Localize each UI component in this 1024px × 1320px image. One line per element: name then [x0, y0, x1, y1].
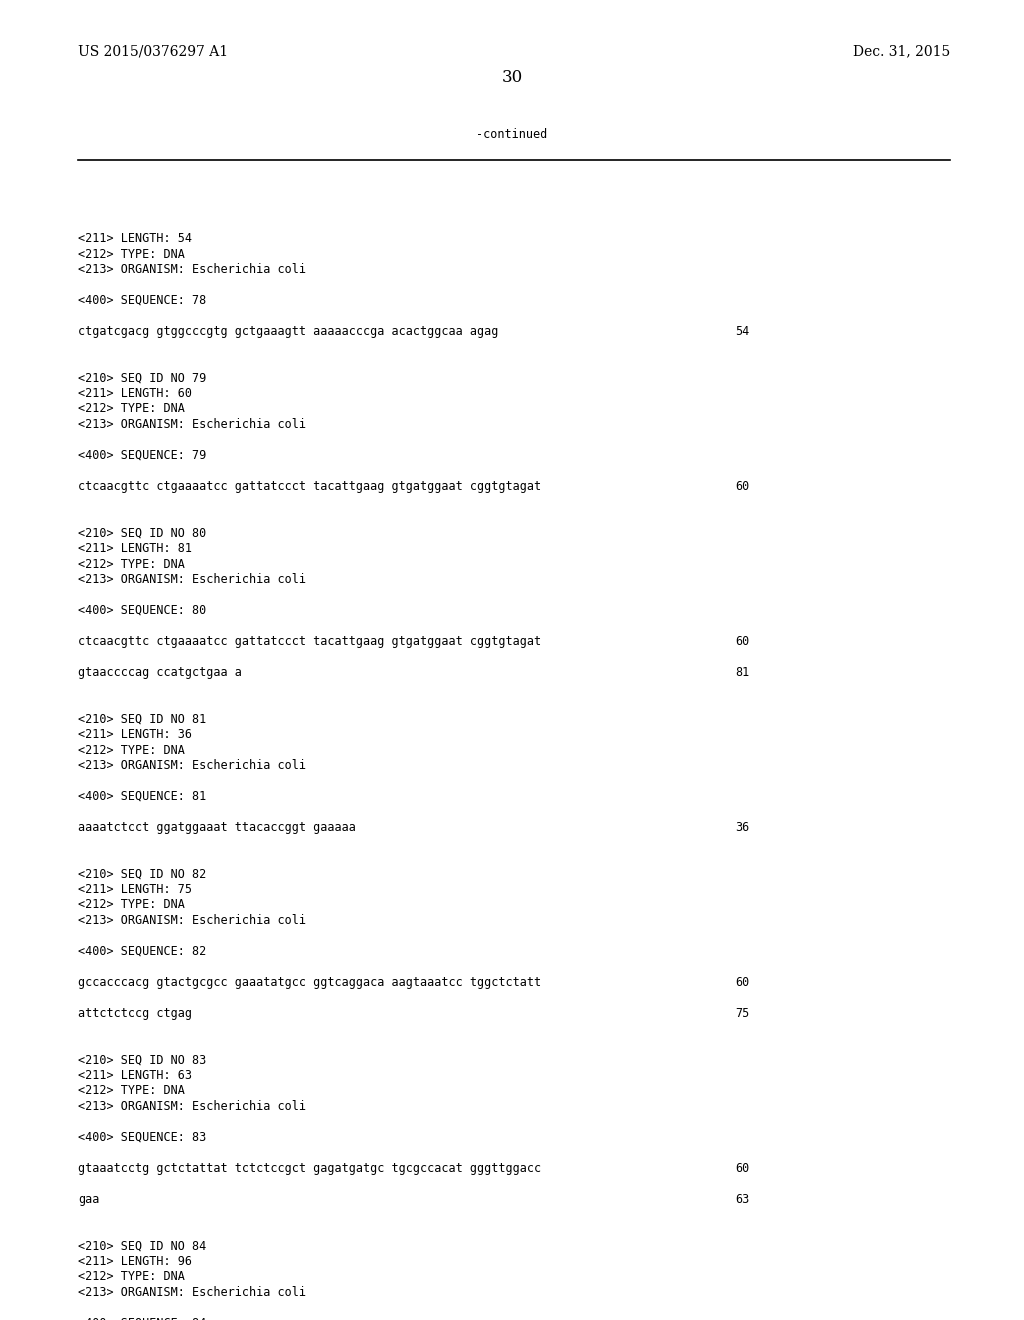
Text: <210> SEQ ID NO 82: <210> SEQ ID NO 82 [78, 867, 206, 880]
Text: ctcaacgttc ctgaaaatcc gattatccct tacattgaag gtgatggaat cggtgtagat: ctcaacgttc ctgaaaatcc gattatccct tacattg… [78, 635, 541, 648]
Text: ctgatcgacg gtggcccgtg gctgaaagtt aaaaacccga acactggcaa agag: ctgatcgacg gtggcccgtg gctgaaagtt aaaaacc… [78, 325, 499, 338]
Text: 60: 60 [735, 635, 750, 648]
Text: attctctccg ctgag: attctctccg ctgag [78, 1007, 193, 1020]
Text: <212> TYPE: DNA: <212> TYPE: DNA [78, 248, 185, 260]
Text: gccacccacg gtactgcgcc gaaatatgcc ggtcaggaca aagtaaatcc tggctctatt: gccacccacg gtactgcgcc gaaatatgcc ggtcagg… [78, 975, 541, 989]
Text: <211> LENGTH: 81: <211> LENGTH: 81 [78, 543, 193, 554]
Text: <211> LENGTH: 75: <211> LENGTH: 75 [78, 883, 193, 896]
Text: <400> SEQUENCE: 79: <400> SEQUENCE: 79 [78, 449, 206, 462]
Text: <400> SEQUENCE: 82: <400> SEQUENCE: 82 [78, 945, 206, 958]
Text: <211> LENGTH: 63: <211> LENGTH: 63 [78, 1069, 193, 1082]
Text: <400> SEQUENCE: 84: <400> SEQUENCE: 84 [78, 1317, 206, 1320]
Text: <212> TYPE: DNA: <212> TYPE: DNA [78, 557, 185, 570]
Text: <213> ORGANISM: Escherichia coli: <213> ORGANISM: Escherichia coli [78, 759, 306, 772]
Text: <210> SEQ ID NO 80: <210> SEQ ID NO 80 [78, 527, 206, 540]
Text: <210> SEQ ID NO 84: <210> SEQ ID NO 84 [78, 1239, 206, 1253]
Text: 54: 54 [735, 325, 750, 338]
Text: gtaaccccag ccatgctgaa a: gtaaccccag ccatgctgaa a [78, 667, 242, 678]
Text: <210> SEQ ID NO 83: <210> SEQ ID NO 83 [78, 1053, 206, 1067]
Text: 30: 30 [502, 69, 522, 86]
Text: <400> SEQUENCE: 83: <400> SEQUENCE: 83 [78, 1131, 206, 1144]
Text: <211> LENGTH: 36: <211> LENGTH: 36 [78, 729, 193, 741]
Text: <213> ORGANISM: Escherichia coli: <213> ORGANISM: Escherichia coli [78, 573, 306, 586]
Text: gaa: gaa [78, 1193, 99, 1206]
Text: <400> SEQUENCE: 80: <400> SEQUENCE: 80 [78, 605, 206, 616]
Text: <212> TYPE: DNA: <212> TYPE: DNA [78, 1085, 185, 1097]
Text: <213> ORGANISM: Escherichia coli: <213> ORGANISM: Escherichia coli [78, 1286, 306, 1299]
Text: gtaaatcctg gctctattat tctctccgct gagatgatgc tgcgccacat gggttggacc: gtaaatcctg gctctattat tctctccgct gagatga… [78, 1162, 541, 1175]
Text: <213> ORGANISM: Escherichia coli: <213> ORGANISM: Escherichia coli [78, 263, 306, 276]
Text: <211> LENGTH: 96: <211> LENGTH: 96 [78, 1255, 193, 1269]
Text: <400> SEQUENCE: 78: <400> SEQUENCE: 78 [78, 294, 206, 308]
Text: 36: 36 [735, 821, 750, 834]
Text: <213> ORGANISM: Escherichia coli: <213> ORGANISM: Escherichia coli [78, 1100, 306, 1113]
Text: <212> TYPE: DNA: <212> TYPE: DNA [78, 743, 185, 756]
Text: -continued: -continued [476, 128, 548, 141]
Text: <211> LENGTH: 60: <211> LENGTH: 60 [78, 387, 193, 400]
Text: aaaatctcct ggatggaaat ttacaccggt gaaaaa: aaaatctcct ggatggaaat ttacaccggt gaaaaa [78, 821, 356, 834]
Text: ctcaacgttc ctgaaaatcc gattatccct tacattgaag gtgatggaat cggtgtagat: ctcaacgttc ctgaaaatcc gattatccct tacattg… [78, 480, 541, 492]
Text: <400> SEQUENCE: 81: <400> SEQUENCE: 81 [78, 789, 206, 803]
Text: 81: 81 [735, 667, 750, 678]
Text: <213> ORGANISM: Escherichia coli: <213> ORGANISM: Escherichia coli [78, 913, 306, 927]
Text: Dec. 31, 2015: Dec. 31, 2015 [853, 44, 950, 58]
Text: 60: 60 [735, 975, 750, 989]
Text: <212> TYPE: DNA: <212> TYPE: DNA [78, 899, 185, 912]
Text: 75: 75 [735, 1007, 750, 1020]
Text: <212> TYPE: DNA: <212> TYPE: DNA [78, 403, 185, 416]
Text: <212> TYPE: DNA: <212> TYPE: DNA [78, 1270, 185, 1283]
Text: <213> ORGANISM: Escherichia coli: <213> ORGANISM: Escherichia coli [78, 418, 306, 432]
Text: 63: 63 [735, 1193, 750, 1206]
Text: <210> SEQ ID NO 81: <210> SEQ ID NO 81 [78, 713, 206, 726]
Text: <211> LENGTH: 54: <211> LENGTH: 54 [78, 232, 193, 246]
Text: <210> SEQ ID NO 79: <210> SEQ ID NO 79 [78, 371, 206, 384]
Text: US 2015/0376297 A1: US 2015/0376297 A1 [78, 44, 228, 58]
Text: 60: 60 [735, 1162, 750, 1175]
Text: 60: 60 [735, 480, 750, 492]
